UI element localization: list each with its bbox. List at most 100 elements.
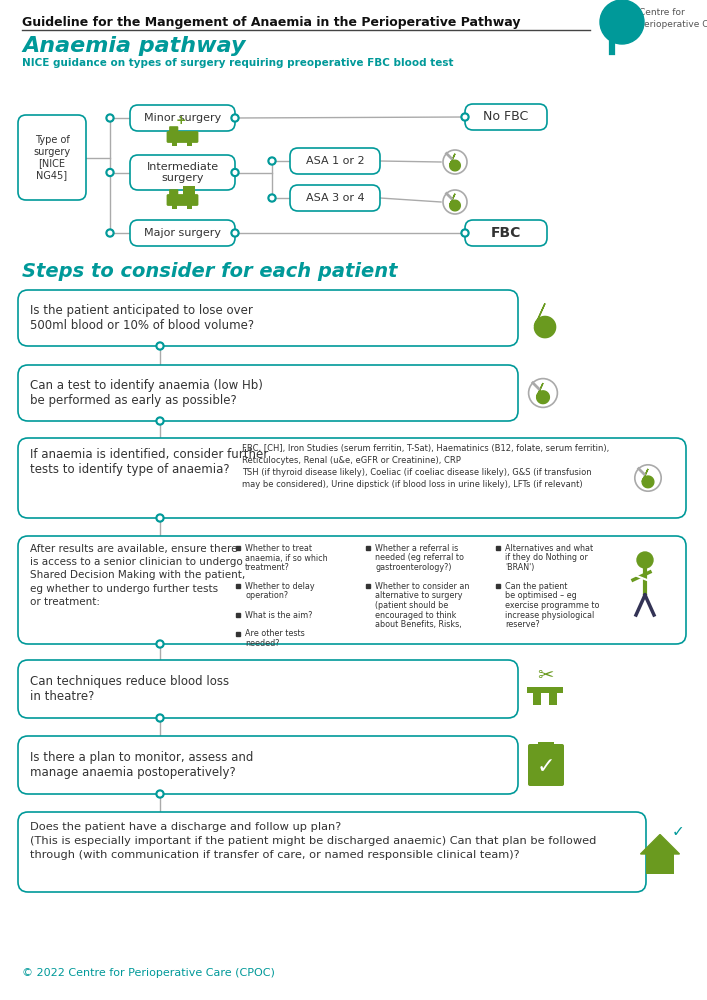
Text: After results are available, ensure there
is access to a senior clinician to und: After results are available, ensure ther…: [30, 544, 245, 607]
Text: alternative to surgery: alternative to surgery: [375, 591, 462, 600]
FancyBboxPatch shape: [169, 126, 178, 135]
Text: gastroenterology?): gastroenterology?): [375, 563, 452, 572]
Text: +: +: [175, 113, 186, 126]
FancyBboxPatch shape: [167, 194, 199, 206]
FancyBboxPatch shape: [18, 290, 518, 346]
Text: exercise programme to: exercise programme to: [505, 601, 600, 610]
Text: Can the patient: Can the patient: [505, 582, 568, 591]
Bar: [645, 854, 674, 874]
Circle shape: [611, 11, 633, 33]
FancyBboxPatch shape: [528, 744, 564, 786]
Circle shape: [268, 194, 276, 202]
Text: Is there a plan to monitor, assess and
manage anaemia postoperatively?: Is there a plan to monitor, assess and m…: [30, 751, 253, 779]
Circle shape: [461, 229, 469, 237]
Circle shape: [637, 552, 653, 568]
Circle shape: [106, 114, 114, 122]
Bar: [527, 687, 563, 693]
Text: Perioperative Care: Perioperative Care: [639, 20, 707, 29]
Text: needed?: needed?: [245, 639, 279, 648]
Text: encouraged to think: encouraged to think: [375, 610, 457, 619]
FancyBboxPatch shape: [130, 155, 235, 190]
Circle shape: [156, 640, 164, 648]
Text: reserve?: reserve?: [505, 620, 539, 629]
Text: Whether a referral is: Whether a referral is: [375, 544, 458, 553]
Text: ✂: ✂: [537, 666, 553, 684]
FancyBboxPatch shape: [465, 104, 547, 130]
FancyBboxPatch shape: [18, 812, 646, 892]
Text: needed (eg referral to: needed (eg referral to: [375, 554, 464, 562]
Circle shape: [106, 229, 114, 237]
FancyBboxPatch shape: [290, 148, 380, 174]
Text: Can techniques reduce blood loss
in theatre?: Can techniques reduce blood loss in thea…: [30, 675, 229, 703]
FancyBboxPatch shape: [465, 220, 547, 246]
Circle shape: [617, 17, 627, 27]
Text: Is the patient anticipated to lose over
500ml blood or 10% of blood volume?: Is the patient anticipated to lose over …: [30, 304, 254, 332]
Circle shape: [108, 116, 112, 120]
Circle shape: [233, 116, 237, 120]
Text: Does the patient have a discharge and follow up plan?
(This is especially import: Does the patient have a discharge and fo…: [30, 822, 597, 860]
Text: Type of
surgery
[NICE
NG45]: Type of surgery [NICE NG45]: [33, 135, 71, 180]
Text: treatment?: treatment?: [245, 563, 290, 572]
Text: ASA 3 or 4: ASA 3 or 4: [305, 193, 364, 203]
Bar: [549, 693, 557, 705]
Text: FBC: FBC: [491, 226, 521, 240]
Text: What is the aim?: What is the aim?: [245, 610, 312, 619]
Text: Whether to consider an: Whether to consider an: [375, 582, 469, 591]
Text: FBC, [CH], Iron Studies (serum ferritin, T-Sat), Haematinics (B12, folate, serum: FBC, [CH], Iron Studies (serum ferritin,…: [242, 444, 609, 489]
Circle shape: [231, 229, 239, 237]
Circle shape: [270, 159, 274, 163]
Bar: [187, 141, 192, 146]
Polygon shape: [537, 383, 549, 404]
Circle shape: [158, 642, 162, 646]
Circle shape: [108, 171, 112, 174]
Polygon shape: [534, 303, 556, 338]
Circle shape: [600, 0, 644, 44]
Polygon shape: [641, 834, 679, 854]
Text: increase physiological: increase physiological: [505, 610, 595, 619]
Circle shape: [463, 231, 467, 235]
Text: Whether to delay: Whether to delay: [245, 582, 315, 591]
Circle shape: [270, 196, 274, 200]
Text: Are other tests: Are other tests: [245, 630, 305, 639]
Circle shape: [156, 790, 164, 798]
Text: Minor surgery: Minor surgery: [144, 113, 221, 123]
Circle shape: [158, 516, 162, 520]
Bar: [187, 204, 192, 209]
Bar: [538, 742, 554, 749]
Circle shape: [158, 419, 162, 423]
Text: Anaemia pathway: Anaemia pathway: [22, 36, 245, 56]
FancyBboxPatch shape: [18, 536, 686, 644]
Circle shape: [156, 714, 164, 722]
Text: ✓: ✓: [537, 757, 555, 777]
FancyBboxPatch shape: [130, 105, 235, 131]
Text: © 2022 Centre for Perioperative Care (CPOC): © 2022 Centre for Perioperative Care (CP…: [22, 968, 275, 978]
Text: Steps to consider for each patient: Steps to consider for each patient: [22, 262, 397, 281]
Text: Whether to treat: Whether to treat: [245, 544, 312, 553]
FancyBboxPatch shape: [18, 115, 86, 200]
Text: Can a test to identify anaemia (low Hb)
be performed as early as possible?: Can a test to identify anaemia (low Hb) …: [30, 379, 263, 407]
Bar: [183, 186, 195, 195]
Polygon shape: [450, 194, 460, 211]
Bar: [172, 141, 177, 146]
Text: If anaemia is identified, consider further
tests to identify type of anaemia?: If anaemia is identified, consider furth…: [30, 448, 268, 476]
Circle shape: [233, 171, 237, 174]
Text: Guideline for the Mangement of Anaemia in the Perioperative Pathway: Guideline for the Mangement of Anaemia i…: [22, 16, 520, 29]
Text: operation?: operation?: [245, 591, 288, 600]
Text: NICE guidance on types of surgery requiring preoperative FBC blood test: NICE guidance on types of surgery requir…: [22, 58, 453, 68]
FancyBboxPatch shape: [167, 131, 199, 143]
Text: 'BRAN'): 'BRAN'): [505, 563, 534, 572]
FancyBboxPatch shape: [18, 365, 518, 421]
Circle shape: [608, 8, 636, 36]
Polygon shape: [450, 154, 460, 171]
Text: ASA 1 or 2: ASA 1 or 2: [305, 156, 364, 166]
Circle shape: [231, 114, 239, 122]
Circle shape: [463, 115, 467, 119]
Circle shape: [106, 168, 114, 176]
Text: if they do Nothing or: if they do Nothing or: [505, 554, 588, 562]
Circle shape: [231, 168, 239, 176]
Text: about Benefits, Risks,: about Benefits, Risks,: [375, 620, 462, 629]
Text: be optimised – eg: be optimised – eg: [505, 591, 577, 600]
FancyBboxPatch shape: [290, 185, 380, 211]
Text: anaemia, if so which: anaemia, if so which: [245, 554, 327, 562]
Text: Centre for: Centre for: [639, 8, 685, 17]
